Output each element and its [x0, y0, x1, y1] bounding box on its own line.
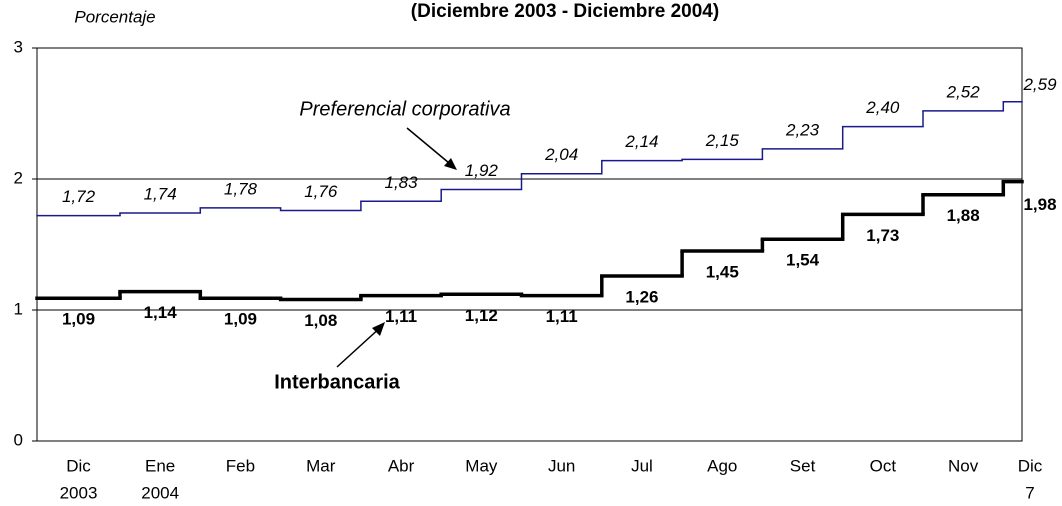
x-tick-label: 7: [1025, 483, 1034, 502]
value-label: 1,11: [546, 307, 578, 326]
x-tick-label: Feb: [226, 456, 255, 475]
arrow-head: [444, 158, 457, 170]
y-axis-label: Porcentaje: [74, 7, 155, 26]
value-label: 1,72: [62, 187, 96, 206]
x-tick-label: 2004: [141, 483, 179, 502]
value-label: 1,73: [866, 226, 899, 245]
x-tick-label: Nov: [948, 456, 979, 475]
value-label: 1,14: [144, 303, 178, 322]
series-annotation: Interbancaria: [274, 371, 400, 393]
value-label: 2,14: [624, 132, 658, 151]
value-label: 1,83: [385, 173, 419, 192]
value-label: 1,92: [465, 161, 499, 180]
value-label: 2,52: [946, 82, 981, 101]
value-label: 2,59: [1022, 75, 1057, 94]
x-tick-label: Dic: [1018, 456, 1043, 475]
value-label: 1,98: [1023, 195, 1056, 214]
value-label: 1,74: [144, 185, 177, 204]
value-label: 1,88: [947, 206, 980, 225]
x-tick-label: Ene: [145, 456, 175, 475]
value-label: 1,45: [706, 263, 739, 282]
value-label: 2,04: [544, 145, 578, 164]
y-tick-label: 1: [14, 299, 23, 318]
annotation-arrow: [406, 127, 456, 169]
chart-title: (Diciembre 2003 - Diciembre 2004): [411, 1, 719, 22]
value-label: 1,12: [465, 306, 498, 325]
value-label: 1,09: [62, 310, 95, 329]
value-label: 1,54: [786, 251, 820, 270]
x-tick-label: Abr: [388, 456, 415, 475]
x-tick-label: Jun: [548, 456, 575, 475]
arrow-head: [372, 322, 385, 336]
y-tick-label: 2: [14, 168, 23, 187]
x-tick-label: Ago: [707, 456, 737, 475]
value-label: 1,78: [224, 179, 258, 198]
annotation-arrow: [336, 325, 383, 368]
x-tick-label: Oct: [870, 456, 897, 475]
value-label: 1,09: [224, 310, 257, 329]
value-label: 1,76: [304, 182, 338, 201]
value-label: 1,26: [625, 287, 658, 306]
value-label: 1,11: [385, 307, 417, 326]
x-tick-label: Dic: [66, 456, 91, 475]
value-label: 2,15: [705, 131, 740, 150]
x-tick-label: 2003: [60, 483, 98, 502]
value-label: 1,08: [304, 311, 337, 330]
value-label: 2,40: [865, 98, 900, 117]
series-annotation: Preferencial corporativa: [299, 98, 510, 120]
value-label: 2,23: [785, 120, 820, 139]
x-tick-label: Jul: [631, 456, 653, 475]
x-tick-label: Set: [790, 456, 816, 475]
y-tick-label: 0: [14, 430, 23, 449]
x-tick-label: Mar: [306, 456, 336, 475]
x-tick-label: May: [465, 456, 498, 475]
y-tick-label: 3: [14, 37, 23, 56]
